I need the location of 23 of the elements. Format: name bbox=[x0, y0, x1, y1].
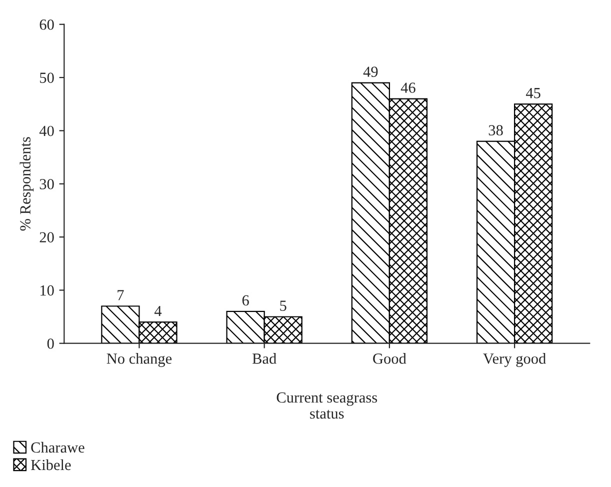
y-tick-label: 30 bbox=[40, 178, 54, 190]
data-label: 4 bbox=[154, 306, 162, 316]
x-tick-label: Bad bbox=[252, 353, 276, 364]
x-tick-label: Very good bbox=[483, 353, 546, 367]
data-label: 46 bbox=[400, 82, 416, 93]
data-label: 5 bbox=[280, 300, 286, 311]
data-label: 7 bbox=[118, 290, 124, 300]
data-label: 6 bbox=[242, 295, 249, 306]
y-tick-label: 40 bbox=[39, 126, 54, 136]
y-tick-label: 50 bbox=[40, 72, 54, 83]
data-label: 49 bbox=[363, 66, 378, 77]
data-label: 38 bbox=[488, 125, 503, 136]
legend-label: Charawe bbox=[31, 442, 84, 453]
x-tick-label: Good bbox=[373, 353, 406, 364]
y-tick-label: 0 bbox=[47, 338, 54, 349]
legend-label: Kibele bbox=[30, 459, 71, 470]
x-tick-label: No change bbox=[106, 353, 172, 367]
y-tick-label: 10 bbox=[40, 285, 54, 296]
x-axis-title: Current seagrass status bbox=[276, 392, 378, 419]
y-axis-title: % Respondents bbox=[20, 137, 34, 231]
y-tick-label: 60 bbox=[40, 19, 54, 30]
data-label: 45 bbox=[526, 88, 540, 98]
y-tick-label: 20 bbox=[40, 232, 54, 242]
